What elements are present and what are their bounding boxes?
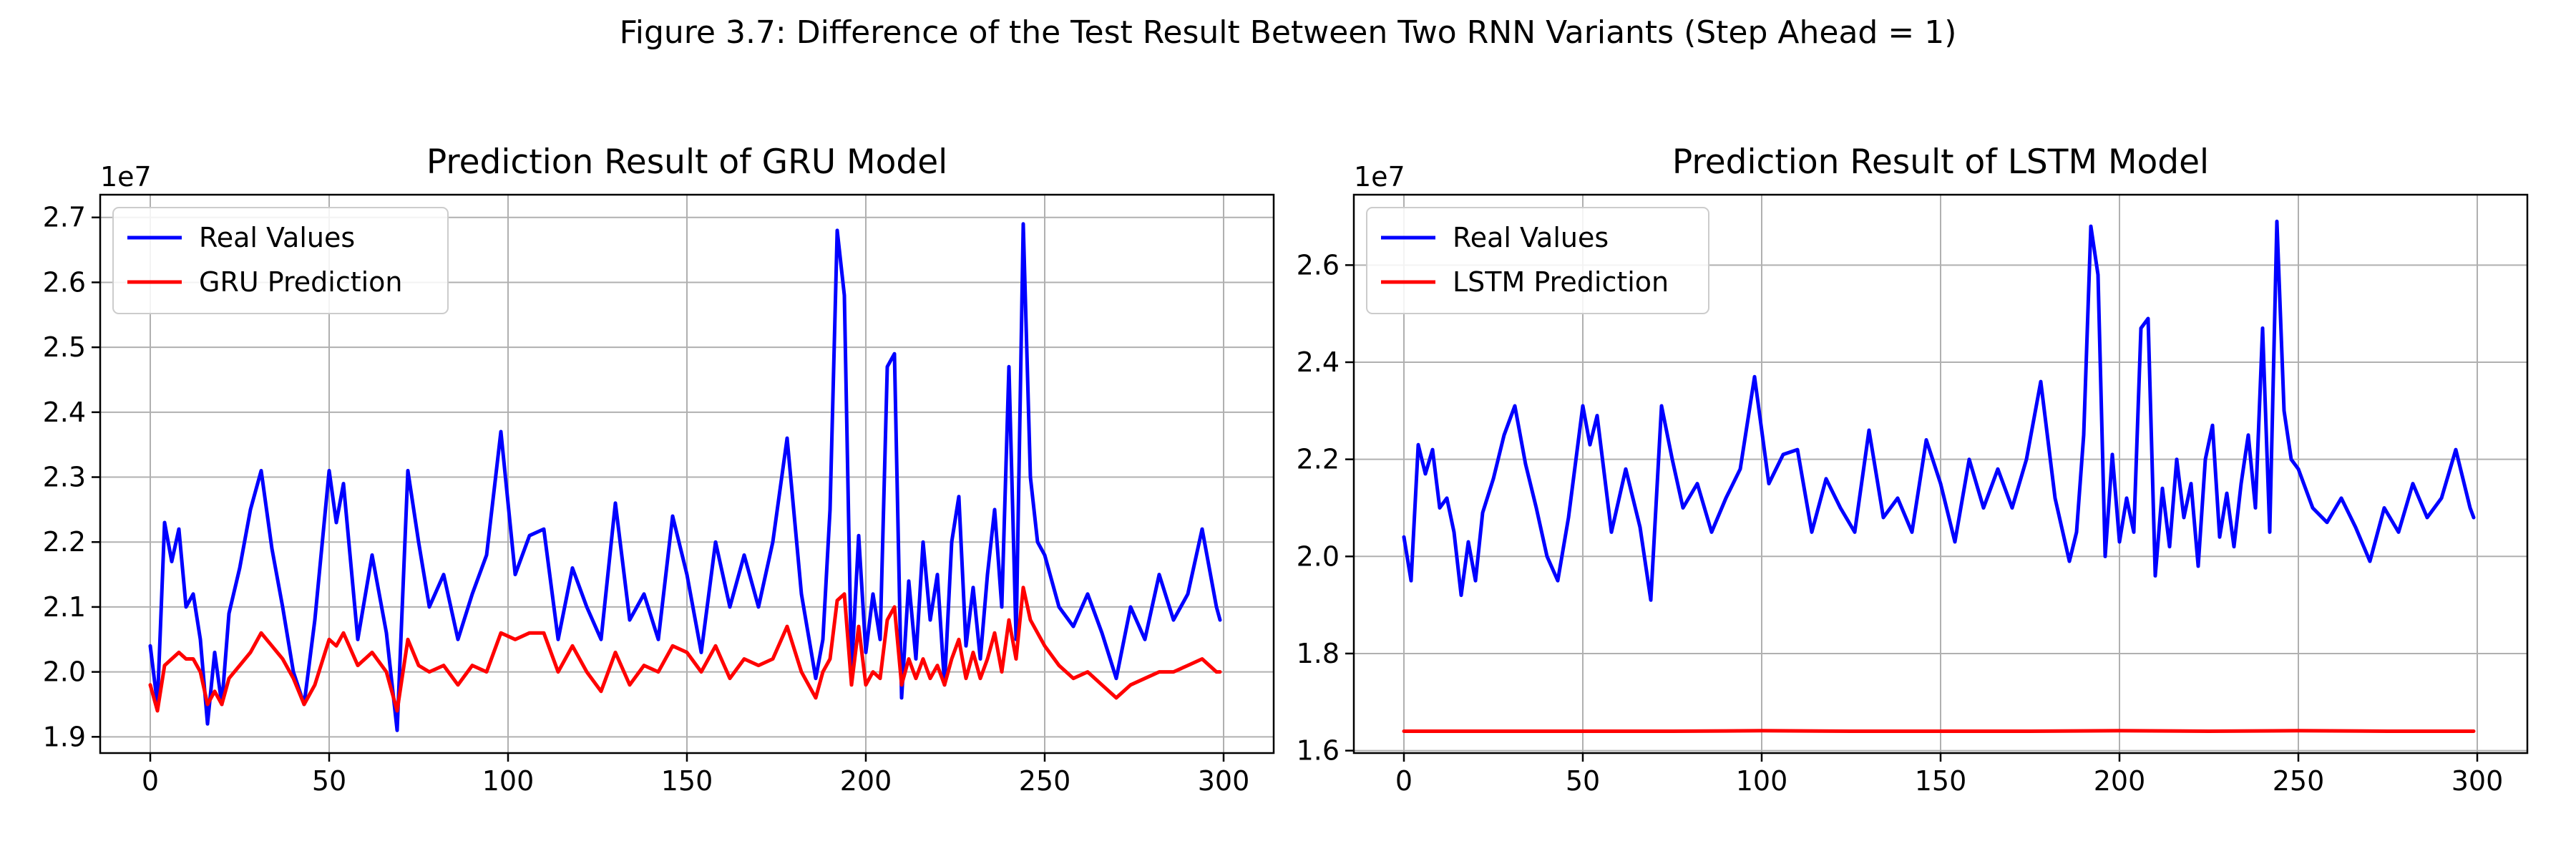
gru-y-tick-label: 2.2 [43,526,86,558]
lstm-y-tick-label: 1.6 [1297,735,1340,767]
lstm-y-tick-label: 2.4 [1297,346,1340,378]
lstm-series-real-values-line [1402,219,2476,602]
lstm-x-tick-label: 200 [2094,765,2146,797]
lstm-legend-box [1366,207,1709,314]
gru-y-tick-label: 2.6 [43,266,86,298]
gru-grid [100,195,1274,753]
lstm-y-tick-label: 2.6 [1297,249,1340,281]
gru-x-tick-label: 0 [142,765,159,797]
gru-x-tick-label: 300 [1198,765,1250,797]
gru-y-tick-label: 2.4 [43,397,86,428]
lstm-legend: Real Values LSTM Prediction [1366,207,1709,314]
gru-y-tick-label: 1.9 [43,721,86,752]
lstm-x-tick-label: 0 [1395,765,1413,797]
gru-legend-label-prediction: GRU Prediction [199,266,403,298]
gru-x-tick-label: 150 [661,765,713,797]
gru-panel: 0 50 100 150 200 250 300 1.9 2.0 2.1 2.2 2.3 2.4 2.5 2… [43,142,1275,797]
gru-y-tick-label: 2.5 [43,331,86,363]
lstm-y-tick-label: 2.0 [1297,540,1340,572]
gru-x-tick-label: 250 [1019,765,1071,797]
gru-series-real-values-line [148,222,1222,732]
gru-legend: Real Values GRU Prediction [112,207,449,314]
gru-legend-label-real-values: Real Values [199,222,355,253]
gru-y-tick-label: 2.0 [43,656,86,688]
gru-series-prediction-line [148,586,1222,713]
lstm-legend-label-prediction: LSTM Prediction [1453,266,1669,298]
lstm-y-tick-label: 1.8 [1297,638,1340,669]
gru-y-tick-label: 2.1 [43,591,86,623]
lstm-x-tick-label: 50 [1566,765,1600,797]
gru-panel-title: Prediction Result of GRU Model [426,142,947,182]
lstm-x-tick-label: 150 [1915,765,1967,797]
lstm-y-tick-label: 2.2 [1297,444,1340,475]
gru-offset-label: 1e7 [100,161,152,193]
gru-legend-box [112,207,449,314]
figure-title: Figure 3.7: Difference of the Test Resul… [620,14,1957,51]
lstm-panel: 0 50 100 150 200 250 300 1.6 1.8 2.0 2.2 2.4 2.6 1e7 P… [1297,142,2529,797]
gru-x-tick-label: 100 [482,765,535,797]
lstm-legend-label-real-values: Real Values [1453,222,1609,253]
gru-x-tick-label: 50 [312,765,346,797]
lstm-x-tick-label: 100 [1736,765,1788,797]
gru-x-tick-label: 200 [840,765,892,797]
lstm-x-tick-label: 250 [2273,765,2325,797]
lstm-offset-label: 1e7 [1354,161,1405,193]
lstm-series-prediction-line [1402,729,2476,733]
gru-y-tick-label: 2.7 [43,202,86,233]
lstm-x-tick-label: 300 [2451,765,2504,797]
lstm-panel-title: Prediction Result of LSTM Model [1672,142,2209,182]
gru-y-tick-label: 2.3 [43,462,86,493]
